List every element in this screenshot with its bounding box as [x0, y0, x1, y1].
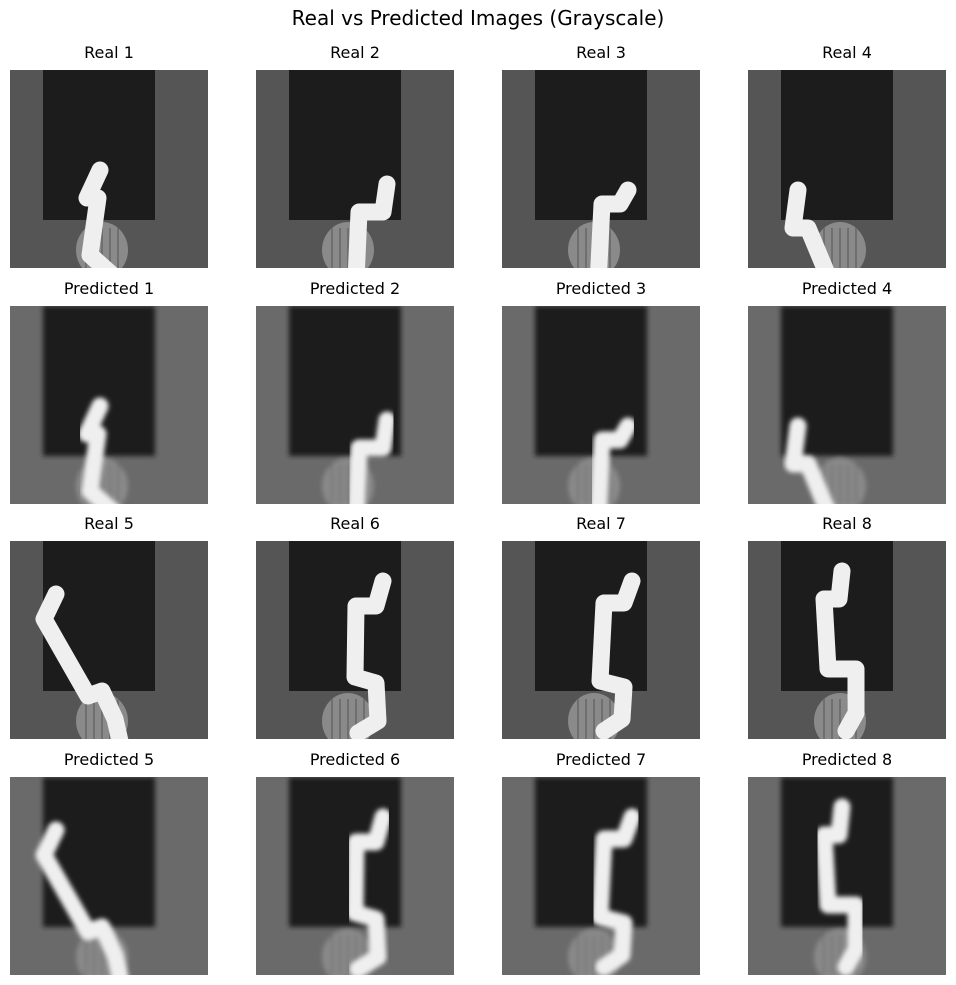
robot-arm: [346, 572, 392, 739]
real-image-3: [502, 70, 700, 268]
panel-title: Predicted 6: [309, 750, 401, 769]
predicted-image-1: [10, 306, 208, 504]
panel-title: Predicted 7: [555, 750, 647, 769]
robot-arm: [590, 417, 637, 504]
robot-arm: [815, 562, 865, 739]
dark-board: [535, 541, 647, 691]
panel-title: Real 1: [84, 43, 134, 62]
predicted-image-8: [748, 777, 946, 975]
robot-arm: [35, 821, 129, 975]
dark-board: [43, 541, 155, 691]
robot-arm: [348, 411, 396, 504]
real-image-1: [10, 70, 208, 268]
panel-title: Predicted 3: [555, 279, 647, 298]
robot-arm: [346, 808, 392, 975]
robot-arm: [784, 181, 834, 268]
robot-arm: [784, 417, 834, 504]
panel-title: Real 3: [576, 43, 626, 62]
figure-title: Real vs Predicted Images (Grayscale): [291, 6, 665, 30]
robot-arm: [78, 397, 118, 504]
panel-title: Predicted 4: [801, 279, 893, 298]
robot-arm: [78, 161, 118, 268]
predicted-image-3: [502, 306, 700, 504]
dark-board: [289, 541, 401, 691]
panel-title: Predicted 1: [63, 279, 155, 298]
real-image-8: [748, 541, 946, 739]
predicted-image-2: [256, 306, 454, 504]
predicted-image-4: [748, 306, 946, 504]
robot-arm: [35, 585, 129, 739]
robot-arm: [590, 181, 637, 268]
robot-arm: [815, 798, 865, 975]
panel-title: Real 7: [576, 514, 626, 533]
robot-arm: [348, 175, 396, 268]
predicted-image-6: [256, 777, 454, 975]
real-image-7: [502, 541, 700, 739]
panel-title: Real 6: [330, 514, 380, 533]
real-image-6: [256, 541, 454, 739]
panel-title: Predicted 5: [63, 750, 155, 769]
dark-board: [535, 777, 647, 927]
robot-arm: [591, 808, 641, 975]
predicted-image-5: [10, 777, 208, 975]
real-image-2: [256, 70, 454, 268]
panel-title: Real 4: [822, 43, 872, 62]
predicted-image-7: [502, 777, 700, 975]
real-image-5: [10, 541, 208, 739]
dark-board: [43, 777, 155, 927]
robot-arm: [591, 572, 641, 739]
panel-title: Real 8: [822, 514, 872, 533]
panel-title: Real 2: [330, 43, 380, 62]
dark-board: [289, 777, 401, 927]
real-image-4: [748, 70, 946, 268]
panel-title: Real 5: [84, 514, 134, 533]
panel-title: Predicted 2: [309, 279, 401, 298]
panel-title: Predicted 8: [801, 750, 893, 769]
